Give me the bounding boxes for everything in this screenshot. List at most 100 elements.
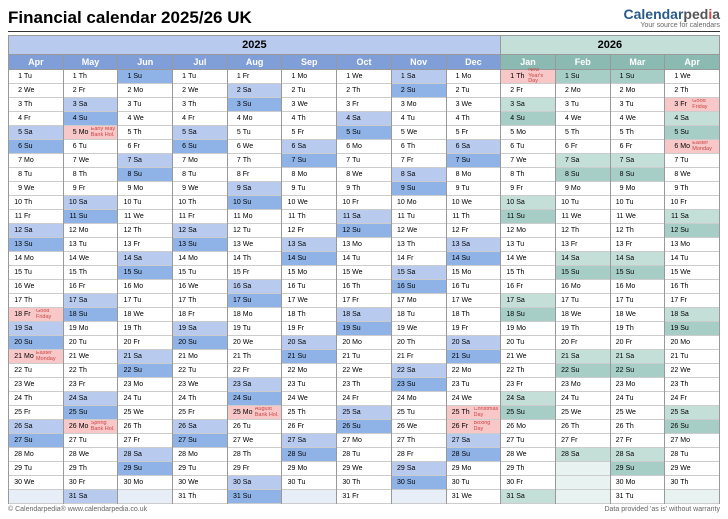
day-cell: 26We <box>392 420 446 434</box>
day-cell: 23Tu <box>282 378 336 392</box>
day-cell: 7We <box>64 154 118 168</box>
day-cell: 13We <box>228 238 282 252</box>
day-cell: 13Tu <box>501 238 555 252</box>
day-cell: 1Su <box>611 70 665 84</box>
day-cell: 20Sa <box>282 336 336 350</box>
day-cell: 24Th <box>173 392 227 406</box>
day-cell: 15Mo <box>282 266 336 280</box>
day-cell: 2Mo <box>556 84 610 98</box>
day-cell: 5We <box>392 126 446 140</box>
day-cell: 17Fr <box>337 294 391 308</box>
day-cell: 16We <box>9 280 63 294</box>
day-cell: 29Fr <box>228 462 282 476</box>
day-cell: 25Sa <box>337 406 391 420</box>
day-cell: 27Su <box>9 434 63 448</box>
day-cell: 17Su <box>228 294 282 308</box>
day-cell: 31Su <box>228 490 282 504</box>
day-cell: 12Th <box>611 224 665 238</box>
day-cell: 29Mo <box>282 462 336 476</box>
day-cell: 22Su <box>556 364 610 378</box>
month-column: Apr1We2Th3FrGood Friday4Sa5Su6MoEaster M… <box>665 55 720 504</box>
day-cell: 2Fr <box>64 84 118 98</box>
calendar-grid: Apr1Tu2We3Th4Fr5Sa6Su7Mo8Tu9We10Th11Fr12… <box>8 55 720 504</box>
month-header: Apr <box>9 55 63 70</box>
day-cell: 5Fr <box>282 126 336 140</box>
day-cell: 23Tu <box>447 378 501 392</box>
day-cell: 29Tu <box>9 462 63 476</box>
day-cell: 29Su <box>611 462 665 476</box>
day-cell: 22We <box>337 364 391 378</box>
day-cell: 10Sa <box>501 196 555 210</box>
day-cell: 15Su <box>118 266 172 280</box>
month-header: May <box>64 55 118 70</box>
day-cell: 13Sa <box>282 238 336 252</box>
year-headers: 20252026 <box>8 35 720 55</box>
day-cell: 25MoAugust Bank Hol. <box>228 406 282 420</box>
day-cell: 4Sa <box>665 112 719 126</box>
day-cell: 25Th <box>282 406 336 420</box>
day-cell: 30Th <box>337 476 391 490</box>
month-column: Sep1Mo2Tu3We4Th5Fr6Sa7Su8Mo9Tu10We11Th12… <box>282 55 337 504</box>
day-cell: 7Mo <box>9 154 63 168</box>
day-cell: 18Th <box>447 308 501 322</box>
day-cell: 2Sa <box>228 84 282 98</box>
day-cell: 14We <box>64 252 118 266</box>
day-cell: 8Su <box>556 168 610 182</box>
day-cell: 1Tu <box>173 70 227 84</box>
day-cell: 8Mo <box>447 168 501 182</box>
day-cell: 13Mo <box>665 238 719 252</box>
day-cell: 22Sa <box>392 364 446 378</box>
day-cell: 3Su <box>228 98 282 112</box>
day-cell: 5Mo <box>501 126 555 140</box>
day-cell: 27Su <box>173 434 227 448</box>
day-cell: 26Sa <box>9 420 63 434</box>
day-cell: 27Th <box>392 434 446 448</box>
day-cell: 29Th <box>64 462 118 476</box>
day-cell: 12Su <box>665 224 719 238</box>
day-cell: 31Sa <box>501 490 555 504</box>
day-cell: 23Mo <box>118 378 172 392</box>
day-cell: 12Mo <box>64 224 118 238</box>
day-cell: 10Su <box>228 196 282 210</box>
day-cell: 20We <box>228 336 282 350</box>
day-cell: 18Tu <box>392 308 446 322</box>
day-cell: 19Mo <box>501 322 555 336</box>
day-cell: 5Th <box>556 126 610 140</box>
day-cell: 23Sa <box>228 378 282 392</box>
day-cell: 4Fr <box>9 112 63 126</box>
day-cell: 27Tu <box>501 434 555 448</box>
day-cell: 13Fr <box>118 238 172 252</box>
day-cell: 27We <box>228 434 282 448</box>
day-cell: 21We <box>501 350 555 364</box>
day-cell: 22Mo <box>282 364 336 378</box>
day-cell: 5Sa <box>173 126 227 140</box>
day-cell: 27Fr <box>118 434 172 448</box>
day-cell: 12Fr <box>282 224 336 238</box>
day-cell: 3Fr <box>337 98 391 112</box>
day-cell: 16Fr <box>501 280 555 294</box>
day-cell: 22Mo <box>447 364 501 378</box>
day-cell: 12We <box>392 224 446 238</box>
day-cell: 22Fr <box>228 364 282 378</box>
month-header: Jul <box>173 55 227 70</box>
day-cell: 19Th <box>556 322 610 336</box>
day-cell: 21Mo <box>173 350 227 364</box>
day-cell: 13Fr <box>611 238 665 252</box>
month-header: Dec <box>447 55 501 70</box>
day-cell: 27Sa <box>282 434 336 448</box>
day-cell: 21We <box>64 350 118 364</box>
day-cell: 4Th <box>447 112 501 126</box>
day-cell: 10Tu <box>118 196 172 210</box>
day-cell: 31Fr <box>337 490 391 504</box>
brand-logo: Calendarpedia <box>624 6 721 22</box>
day-cell: 4Mo <box>228 112 282 126</box>
day-cell: 19Fr <box>447 322 501 336</box>
day-cell: 19Su <box>337 322 391 336</box>
day-cell: 7Tu <box>337 154 391 168</box>
day-cell <box>556 476 610 490</box>
day-cell: 3Tu <box>611 98 665 112</box>
day-cell: 18Mo <box>228 308 282 322</box>
year-header: 2025 <box>8 35 500 55</box>
day-cell: 1Su <box>118 70 172 84</box>
day-cell: 9Mo <box>118 182 172 196</box>
